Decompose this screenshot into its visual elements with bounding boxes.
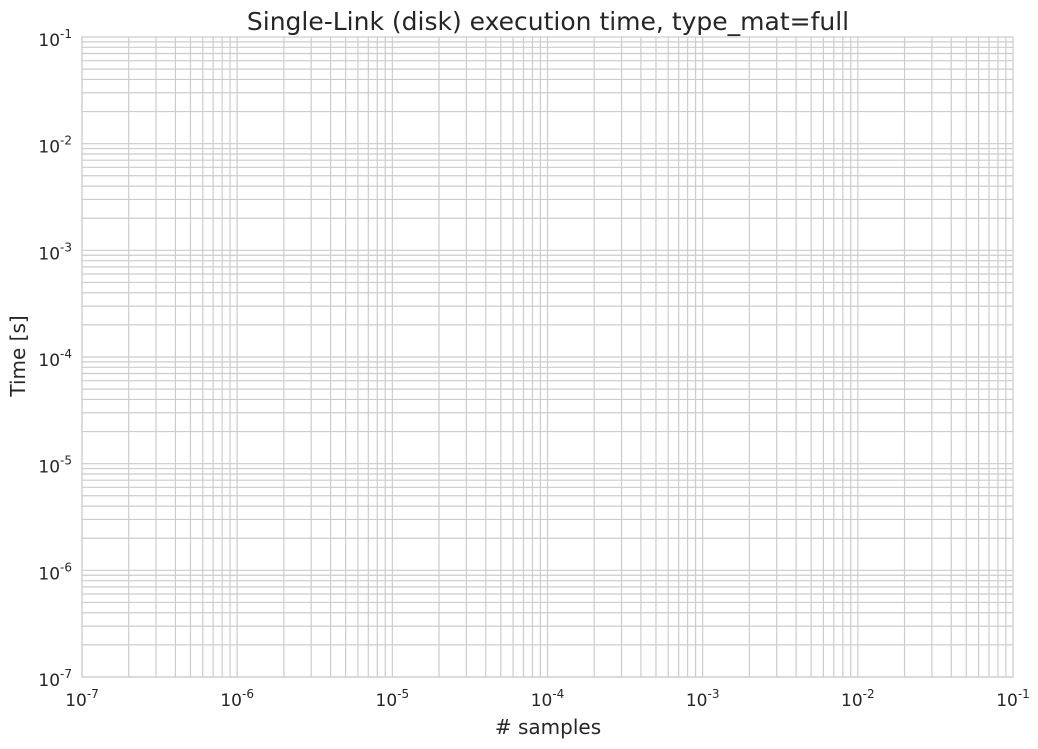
x-tick-label: 10-1 (996, 687, 1030, 711)
x-tick-label: 10-3 (686, 687, 720, 711)
x-tick-label: 10-7 (65, 687, 99, 711)
y-axis-label: Time [s] (6, 315, 30, 397)
x-tick-label: 10-5 (376, 687, 410, 711)
y-tick-label: 10-1 (38, 27, 72, 51)
x-tick-label: 10-4 (531, 687, 565, 711)
x-axis-ticks: 10-7 10-6 10-5 10-4 10-3 10-2 10-1 (65, 687, 1030, 711)
y-axis-ticks: 10-1 10-2 10-3 10-4 10-5 10-6 10-7 (38, 27, 72, 691)
y-tick-label: 10-3 (38, 240, 72, 264)
plot-frame (81, 36, 1014, 678)
y-tick-label: 10-6 (38, 560, 72, 584)
y-tick-label: 10-4 (38, 347, 72, 371)
grid (81, 37, 1013, 678)
chart-title: Single-Link (disk) execution time, type_… (247, 7, 849, 36)
y-tick-label: 10-2 (38, 134, 72, 158)
x-tick-label: 10-2 (841, 687, 875, 711)
y-tick-label: 10-5 (38, 454, 72, 478)
x-axis-label: # samples (495, 715, 601, 739)
x-tick-label: 10-6 (220, 687, 254, 711)
y-tick-label: 10-7 (38, 667, 72, 691)
